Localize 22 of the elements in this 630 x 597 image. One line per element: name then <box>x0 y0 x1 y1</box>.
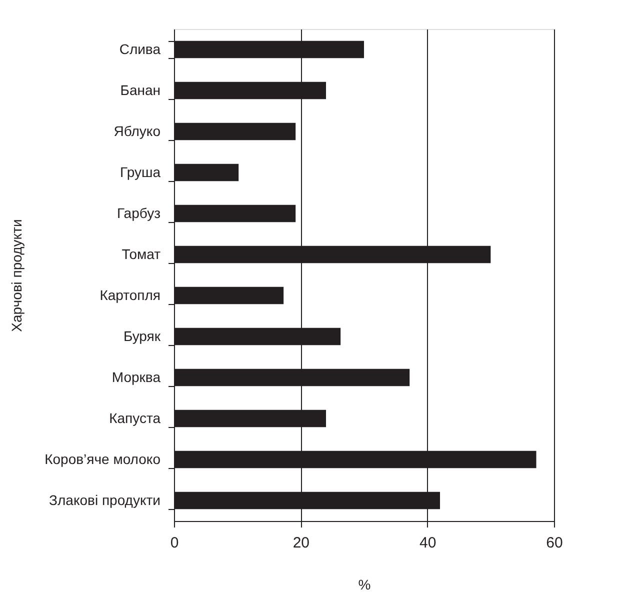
bar <box>174 122 296 140</box>
y-tick-label: Груша <box>120 164 161 180</box>
y-tick-label: Морква <box>112 369 161 385</box>
y-tick-label: Гарбуз <box>117 205 160 221</box>
y-tick-label: Слива <box>119 41 161 57</box>
y-tick-label: Томат <box>122 246 162 262</box>
y-tick-label: Яблуко <box>114 123 161 139</box>
y-axis-title: Харчові продукти <box>8 219 25 332</box>
y-tick-label: Банан <box>120 82 160 98</box>
x-tick-label: 40 <box>419 534 436 552</box>
x-tick-label: 20 <box>292 534 310 552</box>
y-tick-label: Капуста <box>109 410 161 426</box>
x-tick-label: 0 <box>170 534 179 552</box>
bar <box>174 204 296 222</box>
bar <box>174 164 239 182</box>
bar <box>174 286 284 304</box>
y-tick-label: Злакові продукти <box>49 492 160 508</box>
x-tick-label: 60 <box>546 534 563 552</box>
y-tick-label: Буряк <box>123 328 162 344</box>
x-axis-title: % <box>358 576 371 592</box>
y-tick-label: Коров’яче молоко <box>44 451 161 467</box>
y-tick-label: Картопля <box>100 287 160 303</box>
